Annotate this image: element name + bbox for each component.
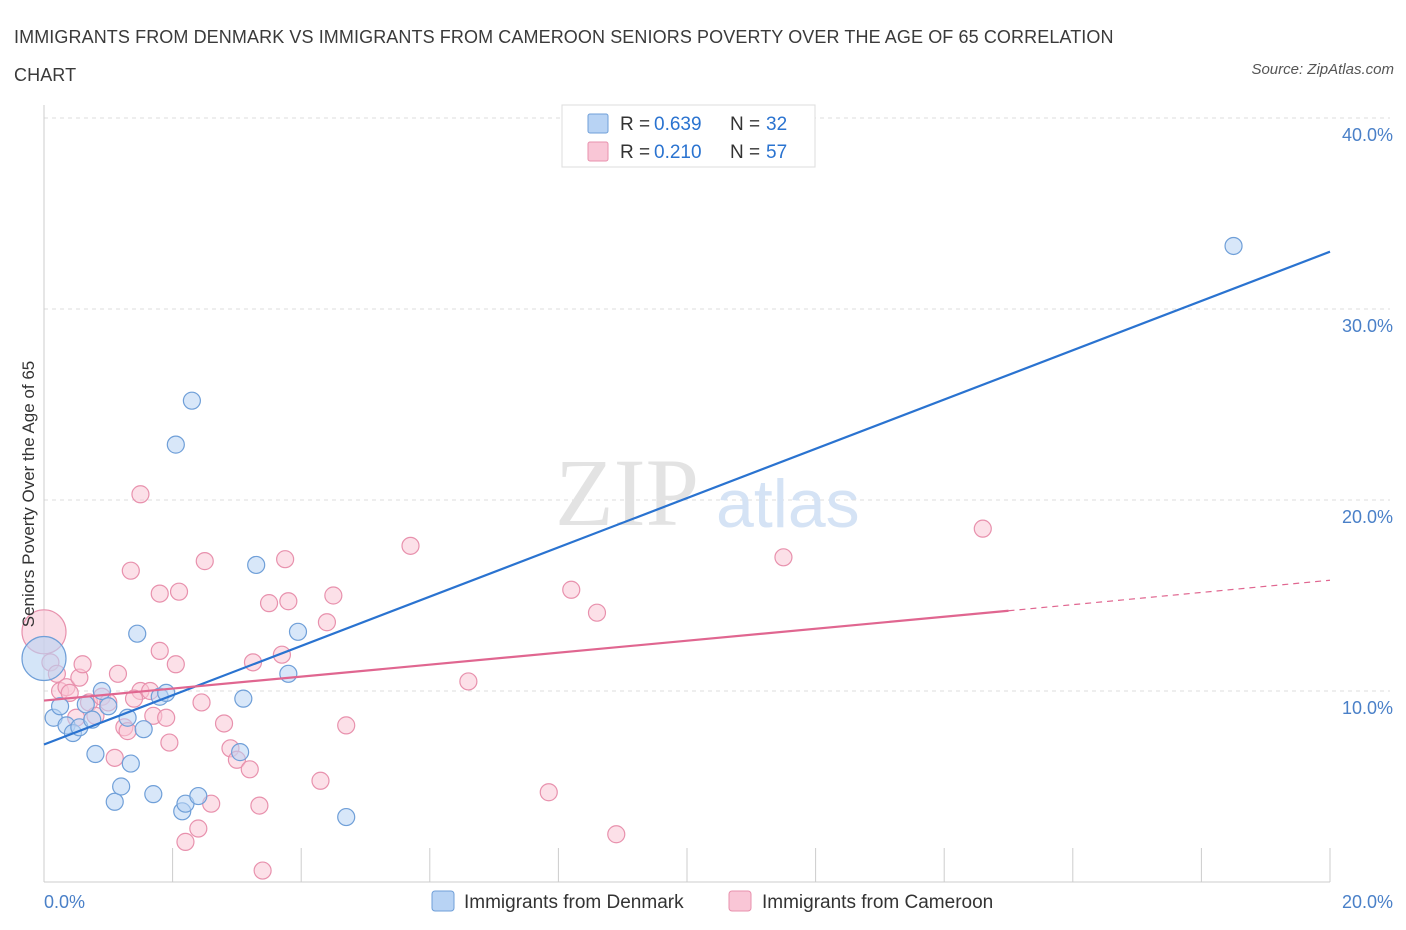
cameroon-point [250,796,269,815]
chart-title: IMMIGRANTS FROM DENMARK VS IMMIGRANTS FR… [14,27,1114,85]
legend-r-value-denmark: 0.639 [654,114,702,135]
scatter-points [21,236,1243,880]
x-tick-label-min: 0.0% [44,892,85,912]
legend-n-value-cameroon: 57 [766,142,787,163]
x-tick-label-max: 20.0% [1342,892,1393,912]
cameroon-point [150,641,169,660]
legend-r-label-denmark: R = [620,114,650,135]
cameroon-point [150,584,169,603]
gridlines [44,117,1390,692]
legend-swatch-denmark [587,113,609,134]
denmark-point [128,624,147,643]
cameroon-point [169,582,189,601]
denmark-point [288,622,308,641]
denmark-point [234,689,253,708]
source-label: Source: ZipAtlas.com [1251,61,1394,78]
denmark-point [121,754,140,773]
cameroon-point [195,552,214,571]
denmark-point [166,435,185,454]
cameroon-point [774,548,793,567]
cameroon-point [192,693,211,712]
cameroon-point [607,825,626,844]
denmark-point [182,391,201,410]
denmark-point [189,786,208,806]
y-axis-title: Seniors Poverty Over the Age of 65 [19,361,38,627]
y-tick-label: 40.0% [1342,125,1393,145]
cameroon-trend-extension [1008,579,1331,612]
series-legend: Immigrants from Denmark Immigrants from … [431,890,993,913]
cameroon-point [259,594,279,613]
cameroon-point [240,760,259,779]
cameroon-point [124,689,144,708]
cameroon-point [401,536,420,555]
cameroon-point [108,664,128,683]
cameroon-point [317,613,337,632]
bottom-legend-label-cameroon: Immigrants from Cameroon [762,892,993,913]
cameroon-point [73,655,92,674]
denmark-point [112,777,131,796]
legend-r-value-cameroon: 0.210 [654,142,702,163]
y-tick-label: 30.0% [1342,316,1393,336]
cameroon-point [279,592,298,611]
legend-n-label-denmark: N = [730,114,760,135]
cameroon-point [176,832,195,851]
denmark-point [1224,236,1243,256]
legend-n-value-denmark: 32 [766,114,787,135]
cameroon-point [214,714,234,733]
y-tick-label: 10.0% [1342,698,1393,718]
cameroon-point [166,655,185,674]
legend-n-label-cameroon: N = [730,142,760,163]
cameroon-point [337,716,356,735]
cameroon-point [121,561,140,580]
stats-legend: R = 0.639 N = 32 R = 0.210 N = 57 [561,104,816,168]
cameroon-point [539,783,558,802]
denmark-point [105,792,124,811]
denmark-point [86,744,105,764]
cameroon-point [276,550,295,569]
legend-swatch-cameroon [587,141,609,162]
denmark-point [247,555,266,575]
cameroon-point [157,708,176,727]
cameroon-point [311,771,330,790]
watermark-zip: ZIP [555,439,699,546]
denmark-point [279,664,298,683]
cameroon-point [562,580,581,599]
cameroon-point [253,861,272,880]
denmark-point [337,807,356,827]
denmark-point [50,697,70,716]
cameroon-point [459,672,478,691]
denmark-point [99,697,118,716]
cameroon-point [160,733,179,752]
legend-r-label-cameroon: R = [620,142,650,163]
x-axis-ticks [43,848,1331,882]
cameroon-point [272,645,292,664]
cameroon-point [324,586,343,605]
bottom-legend-swatch-cameroon [728,890,752,912]
denmark-point [76,695,95,714]
denmark-point [21,635,67,682]
cameroon-point [131,485,150,504]
trend-lines [43,250,1331,746]
cameroon-point [973,519,992,538]
denmark-point [144,785,163,804]
y-tick-label: 20.0% [1342,507,1393,527]
bottom-legend-swatch-denmark [431,890,455,912]
denmark-point [231,743,250,762]
denmark-point [134,720,153,739]
cameroon-trend-line [43,609,1009,702]
watermark-atlas: atlas [716,466,860,542]
cameroon-point [189,819,208,838]
denmark-trend-line [43,250,1331,746]
y-tick-labels: 10.0% 20.0% 30.0% 40.0% [1342,125,1393,718]
bottom-legend-label-denmark: Immigrants from Denmark [464,892,684,913]
cameroon-point [105,748,124,767]
denmark-point [92,681,111,701]
cameroon-point [587,603,607,622]
